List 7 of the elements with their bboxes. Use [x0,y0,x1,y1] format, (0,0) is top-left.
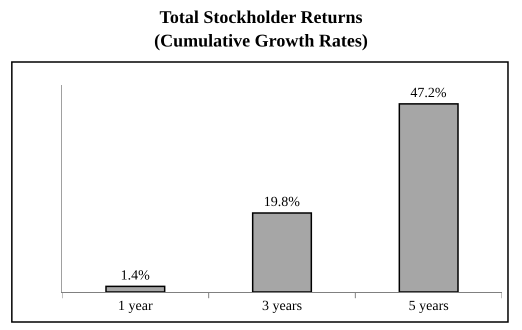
x-tick-label: 1 year [118,298,153,314]
x-tick-label: 5 years [408,298,449,314]
data-label: 47.2% [410,86,447,101]
chart-title: Total Stockholder Returns (Cumulative Growth Rates) [154,7,368,50]
data-label: 19.8% [264,195,300,210]
x-tick-label: 3 years [262,298,302,314]
data-label: 1.4% [120,268,150,284]
